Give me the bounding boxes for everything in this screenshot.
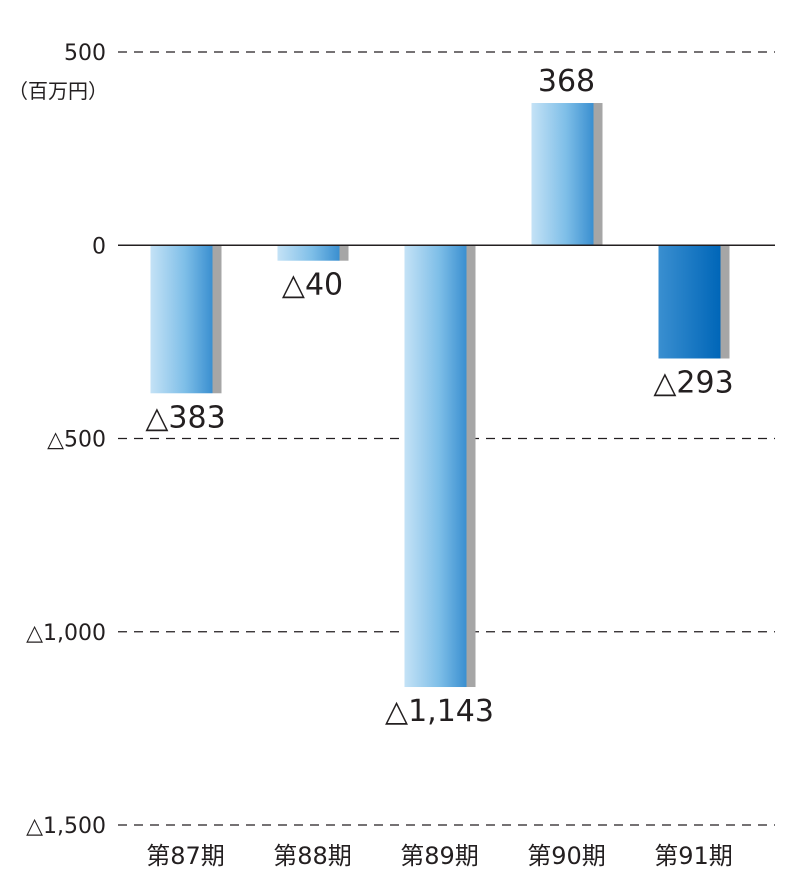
bar [150,245,213,394]
y-tick-label: △500 [47,428,106,453]
data-labels: △383 △40 △1,143 368 △293 [145,64,733,729]
bar-value-label: 368 [538,64,595,99]
x-category-label: 第89期 [400,842,479,870]
bar-shadow [339,245,349,261]
x-category-label: 第88期 [273,842,352,870]
y-tick-label: △1,500 [26,814,106,839]
bar-shadow [466,245,476,688]
x-category-label: 第90期 [527,842,606,870]
bar [658,245,721,359]
bar-value-label: △293 [653,365,733,400]
bar [277,245,340,261]
bar [531,103,594,246]
bar-shadow [212,245,222,394]
x-category-label: 第91期 [654,842,733,870]
y-axis-ticks: 500 0 △500 △1,000 △1,500 [26,41,106,839]
bar-value-label: △1,143 [385,694,494,729]
x-axis-categories: 第87期 第88期 第89期 第90期 第91期 [146,842,733,870]
x-category-label: 第87期 [146,842,225,870]
bar [404,245,467,688]
y-tick-label: 500 [64,41,106,66]
bar-shadow [593,103,603,246]
y-tick-label: △1,000 [26,621,106,646]
bar-value-label: △40 [282,268,343,303]
y-axis-unit-label: （百万円） [8,79,108,103]
bar-shadow [720,245,730,359]
y-tick-label: 0 [92,234,106,259]
bars [150,103,730,688]
bar-value-label: △383 [145,400,225,435]
